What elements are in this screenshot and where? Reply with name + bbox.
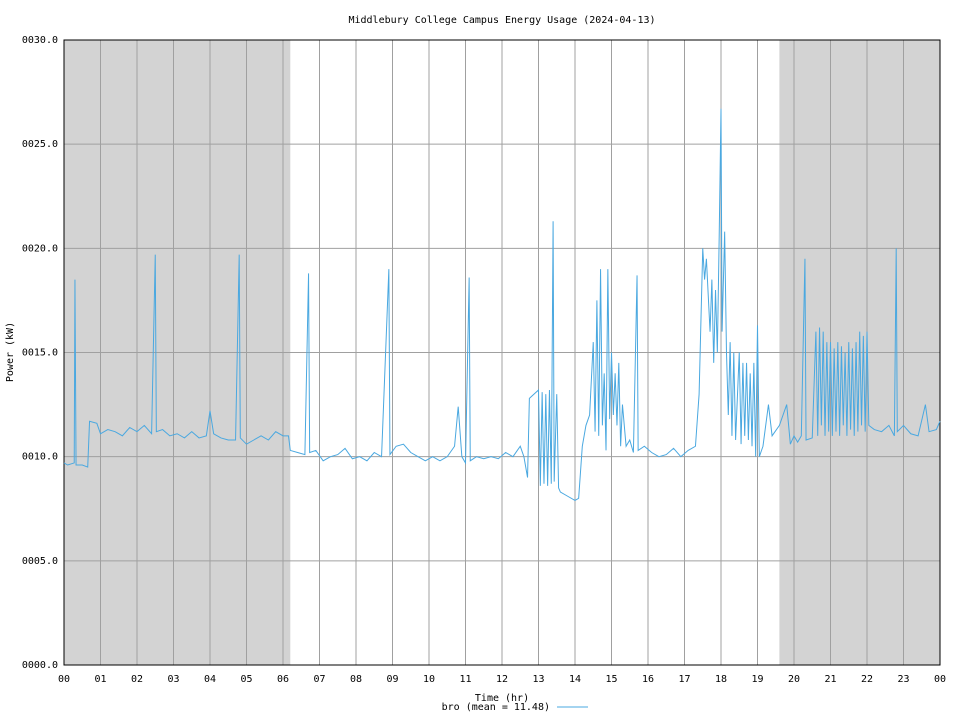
- x-tick-label: 00: [934, 674, 946, 685]
- x-tick-label: 21: [824, 674, 836, 685]
- x-tick-label: 20: [788, 674, 800, 685]
- y-tick-label: 0000.0: [22, 660, 58, 671]
- legend-label: bro (mean = 11.48): [442, 702, 550, 713]
- y-tick-label: 0030.0: [22, 35, 58, 46]
- x-tick-label: 15: [605, 674, 617, 685]
- x-tick-label: 02: [131, 674, 143, 685]
- x-tick-label: 03: [167, 674, 179, 685]
- x-axis-label: Time (hr): [475, 693, 529, 704]
- x-tick-label: 01: [94, 674, 106, 685]
- x-tick-label: 16: [642, 674, 654, 685]
- x-tick-label: 09: [386, 674, 398, 685]
- x-tick-label: 11: [459, 674, 471, 685]
- x-tick-label: 08: [350, 674, 362, 685]
- x-tick-label: 00: [58, 674, 70, 685]
- y-tick-label: 0015.0: [22, 348, 58, 359]
- x-tick-label: 17: [678, 674, 690, 685]
- y-tick-label: 0025.0: [22, 139, 58, 150]
- data-line: [63, 108, 941, 501]
- x-tick-label: 23: [897, 674, 909, 685]
- chart-title: Middlebury College Campus Energy Usage (…: [348, 15, 655, 26]
- x-tick-label: 05: [240, 674, 252, 685]
- x-tick-label: 22: [861, 674, 873, 685]
- y-tick-label: 0020.0: [22, 243, 58, 254]
- x-tick-label: 06: [277, 674, 289, 685]
- x-tick-label: 04: [204, 674, 216, 685]
- x-tick-label: 18: [715, 674, 727, 685]
- y-tick-label: 0010.0: [22, 452, 58, 463]
- plot-frame: [63, 39, 941, 666]
- x-tick-label: 10: [423, 674, 435, 685]
- x-tick-label: 14: [569, 674, 581, 685]
- x-tick-label: 12: [496, 674, 508, 685]
- x-tick-label: 07: [313, 674, 325, 685]
- x-tick-label: 13: [532, 674, 544, 685]
- y-axis-label: Power (kW): [5, 322, 16, 382]
- x-tick-label: 19: [751, 674, 763, 685]
- y-tick-label: 0005.0: [22, 556, 58, 567]
